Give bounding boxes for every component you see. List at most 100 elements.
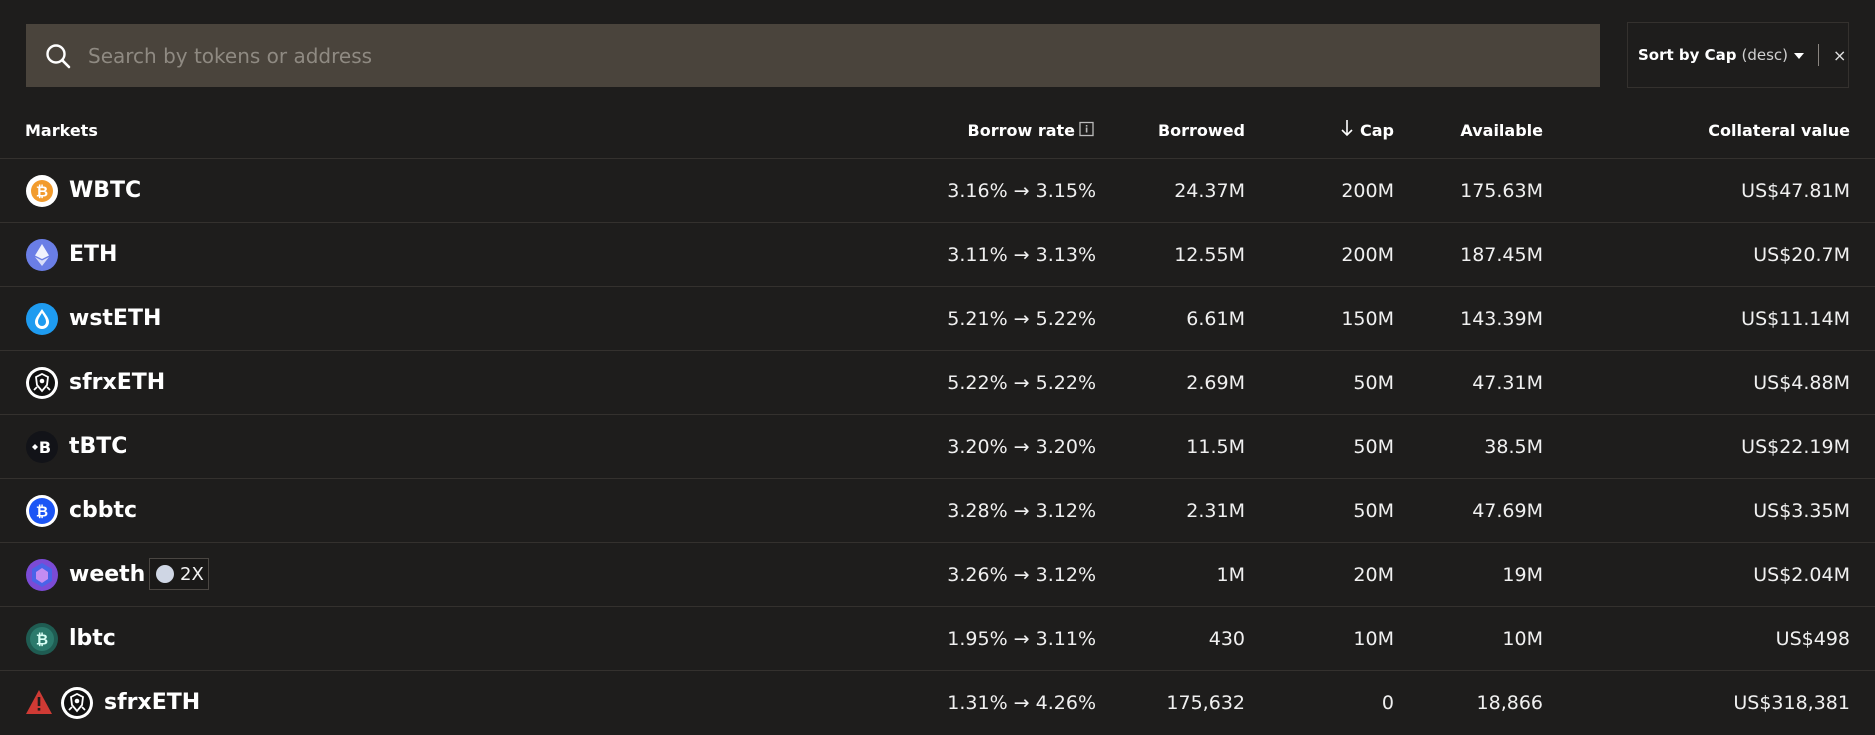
borrow-rate: 5.21% → 5.22% [947,308,1096,330]
collateral-value: US$3.35M [1753,500,1850,522]
collateral-value: US$47.81M [1741,180,1850,202]
svg-text:B: B [39,438,51,457]
borrowed-value: 430 [1208,628,1245,650]
available-value: 38.5M [1484,436,1543,458]
row-divider [0,478,1875,479]
cap-value: 150M [1341,308,1394,330]
sort-control[interactable]: Sort by Cap (desc) × [1627,22,1849,88]
collateral-value: US$4.88M [1753,372,1850,394]
table-row[interactable]: sfrxETH 5.22% → 5.22% 2.69M 50M 47.31M U… [0,351,1875,415]
tbtc-icon: B [26,431,58,463]
market-name[interactable]: sfrxETH [104,690,201,715]
row-divider [0,414,1875,415]
table-row[interactable]: ₿ lbtc 1.95% → 3.11% 430 10M 10M US$498 [0,607,1875,671]
market-name[interactable]: WBTC [69,178,142,203]
market-name[interactable]: lbtc [69,626,116,651]
cbbtc-icon: ₿ [26,495,58,527]
available-value: 143.39M [1460,308,1543,330]
row-divider [0,606,1875,607]
sfrxeth-icon [61,687,93,719]
row-divider [0,222,1875,223]
cap-value: 200M [1341,244,1394,266]
column-header-available[interactable]: Available [1460,121,1543,140]
borrowed-value: 1M [1216,564,1245,586]
borrowed-value: 11.5M [1186,436,1245,458]
row-divider [0,350,1875,351]
table-row[interactable]: ₿ WBTC 3.16% → 3.15% 24.37M 200M 175.63M… [0,159,1875,223]
search-input[interactable] [86,42,1490,69]
weeth-icon [26,559,58,591]
column-header-borrow-rate[interactable]: Borrow rate [967,121,1076,140]
market-name[interactable]: sfrxETH [69,370,166,395]
table-row[interactable]: sfrxETH 1.31% → 4.26% 175,632 0 18,866 U… [0,671,1875,733]
sort-direction[interactable]: (desc) [1741,46,1789,64]
search-icon [46,43,71,68]
borrowed-value: 175,632 [1166,692,1245,714]
badge-label: 2X [180,563,204,585]
available-value: 10M [1502,628,1543,650]
svg-text:₿: ₿ [36,631,48,649]
svg-text:₿: ₿ [36,503,48,521]
row-divider [0,670,1875,671]
available-value: 187.45M [1460,244,1543,266]
column-header-borrowed[interactable]: Borrowed [1157,121,1245,140]
borrowed-value: 6.61M [1186,308,1245,330]
borrowed-value: 2.69M [1186,372,1245,394]
collateral-value: US$498 [1775,628,1850,650]
borrowed-value: 2.31M [1186,500,1245,522]
borrowed-value: 12.55M [1174,244,1245,266]
borrow-rate: 3.11% → 3.13% [947,244,1096,266]
cap-value: 200M [1341,180,1394,202]
collateral-value: US$2.04M [1753,564,1850,586]
borrow-rate: 3.16% → 3.15% [947,180,1096,202]
cap-value: 10M [1353,628,1394,650]
row-divider [0,286,1875,287]
market-name[interactable]: tBTC [69,434,128,459]
collateral-value: US$11.14M [1741,308,1850,330]
lbtc-icon: ₿ [26,623,58,655]
collateral-value: US$20.7M [1753,244,1850,266]
table-row[interactable]: B tBTC 3.20% → 3.20% 11.5M 50M 38.5M US$… [0,415,1875,479]
sfrxeth-icon [26,367,58,399]
column-header-markets: Markets [25,121,98,140]
available-value: 19M [1502,564,1543,586]
chevron-down-icon[interactable] [1794,53,1805,59]
borrowed-value: 24.37M [1174,180,1245,202]
header-divider [0,158,1875,159]
svg-text:₿: ₿ [36,183,48,201]
collateral-value: US$22.19M [1741,436,1850,458]
available-value: 47.69M [1472,500,1543,522]
available-value: 175.63M [1460,180,1543,202]
borrow-rate: 3.20% → 3.20% [947,436,1096,458]
collateral-value: US$318,381 [1733,692,1850,714]
arrow-down-icon[interactable] [1339,120,1355,142]
borrow-rate: 3.28% → 3.12% [947,500,1096,522]
eth-icon [26,239,58,271]
cap-value: 20M [1353,564,1394,586]
cap-value: 0 [1381,692,1394,714]
cap-value: 50M [1353,500,1394,522]
market-name[interactable]: wstETH [69,306,162,331]
cap-value: 50M [1353,372,1394,394]
market-name[interactable]: cbbtc [69,498,138,523]
close-icon[interactable]: × [1833,45,1847,65]
sort-label[interactable]: Sort by Cap [1638,46,1737,64]
table-row[interactable]: ETH 3.11% → 3.13% 12.55M 200M 187.45M US… [0,223,1875,287]
table-row[interactable]: ₿ cbbtc 3.28% → 3.12% 2.31M 50M 47.69M U… [0,479,1875,543]
wsteth-icon [26,303,58,335]
market-name[interactable]: ETH [69,242,118,267]
available-value: 47.31M [1472,372,1543,394]
available-value: 18,866 [1476,692,1543,714]
table-row[interactable]: wstETH 5.21% → 5.22% 6.61M 150M 143.39M … [0,287,1875,351]
market-name[interactable]: weeth [69,562,146,587]
borrow-rate: 1.95% → 3.11% [947,628,1096,650]
divider [1818,44,1820,66]
column-header-cap[interactable]: Cap [1360,121,1394,140]
points-icon [156,565,174,583]
multiplier-badge: 2X [149,558,209,590]
info-icon[interactable] [1079,121,1095,141]
column-header-collateral-value[interactable]: Collateral value [1708,121,1850,140]
search-bar[interactable] [26,24,1600,87]
table-row[interactable]: weeth 2X 3.26% → 3.12% 1M 20M 19M US$2.0… [0,543,1875,607]
cap-value: 50M [1353,436,1394,458]
